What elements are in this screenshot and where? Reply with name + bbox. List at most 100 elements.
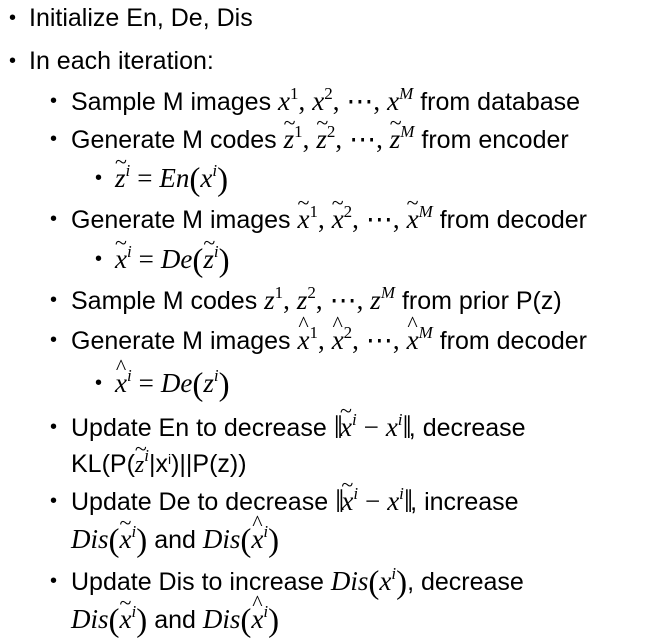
text: , decrease: [407, 568, 524, 596]
math-symbol: 2: [324, 84, 333, 103]
math-symbol: 1: [309, 202, 318, 221]
math-symbol: ‖: [333, 410, 343, 446]
math-symbol: M: [418, 323, 433, 342]
bullet: •: [50, 416, 58, 438]
math-images-hat: x1, x2, ⋯, xM: [298, 313, 440, 355]
item-update-en: Update En to decrease ‖xi − xi‖, decreas…: [71, 400, 526, 446]
text: from encoder: [421, 126, 569, 154]
bullet: •: [95, 372, 103, 394]
math-symbol: z: [284, 112, 295, 154]
bullet: •: [95, 167, 103, 189]
math-symbol: ,: [392, 204, 400, 234]
math-symbol: ): [268, 523, 280, 559]
math-symbol: x: [407, 192, 419, 234]
math-symbol: ⋯: [346, 86, 374, 116]
math-symbol: ,: [352, 204, 359, 234]
math-symbol: ): [217, 162, 229, 198]
math-symbol: x: [298, 313, 310, 355]
bullet: •: [50, 329, 58, 351]
math-symbol: x: [340, 400, 352, 442]
math-symbol: i: [131, 522, 137, 541]
math-symbol: and: [154, 606, 196, 634]
math-symbol: and: [154, 526, 196, 554]
math-symbol: (: [368, 565, 380, 601]
math-symbol: =: [138, 244, 154, 274]
math-symbol: ): [218, 367, 230, 403]
text: Update Dis to increase: [71, 568, 324, 596]
item-update-dis: Update Dis to increase Dis(xi), decrease: [71, 564, 524, 600]
math-symbol: z: [203, 368, 214, 398]
math-symbol: i: [213, 366, 219, 385]
text: from prior P(z): [401, 287, 562, 315]
math-symbol: (: [192, 367, 204, 403]
math-norm-de: ‖xi − xi‖: [335, 474, 413, 519]
math-symbol: ,: [283, 285, 290, 315]
item-sample-codes: Sample M codes z1, z2, ⋯, zM from prior …: [71, 283, 562, 316]
math-symbol: ): [218, 243, 230, 279]
math-symbol: i: [126, 366, 132, 385]
math-symbol: ⋯: [349, 124, 377, 154]
item-generate-images-prior: Generate M images x1, x2, ⋯, xM from dec…: [71, 313, 587, 356]
math-symbol: ,: [298, 86, 306, 116]
item-generate-images: Generate M images x1, x2, ⋯, xM from dec…: [71, 192, 587, 235]
math-symbol: 1: [294, 122, 303, 141]
math-symbol: x: [332, 313, 344, 355]
math-symbol: ⋯: [329, 285, 357, 315]
math-symbol: x: [251, 592, 263, 634]
math-symbol: i: [125, 161, 131, 180]
math-symbol: −: [365, 486, 381, 516]
item-initialize: Initialize En, De, Dis: [29, 4, 253, 32]
math-symbol: 1: [274, 283, 284, 302]
math-symbol: ): [136, 523, 148, 559]
math-symbol: i: [167, 451, 172, 467]
math-symbol: z: [370, 285, 381, 315]
math-symbol: ,: [376, 124, 383, 154]
math-symbol: Dis: [71, 524, 109, 554]
math-symbol: i: [263, 602, 269, 621]
text: Update De to decrease: [71, 488, 329, 516]
math-symbol: M: [380, 283, 395, 302]
math-symbol: 1: [309, 323, 318, 342]
math-symbol: ,: [302, 124, 310, 154]
math-symbol: ,: [335, 124, 343, 154]
math-symbol: x: [332, 192, 344, 234]
math-codes: z1, z2, ⋯, zM: [284, 112, 422, 154]
math-symbol: ⋯: [365, 204, 393, 234]
math-symbol: ,: [315, 285, 323, 315]
bullet: •: [50, 128, 58, 150]
math-symbol: Dis: [330, 566, 369, 596]
math-symbol: 1: [290, 84, 299, 103]
math-symbol: i: [263, 522, 269, 541]
math-symbol: i: [391, 564, 397, 583]
math-sample-images: x1, x2, ⋯, xM: [278, 85, 420, 116]
math-symbol: Dis: [71, 604, 109, 634]
math-symbol: 2: [307, 283, 316, 302]
math-symbol: ‖: [403, 484, 413, 520]
math-symbol: Dis: [202, 524, 241, 554]
math-symbol: (: [189, 162, 201, 198]
item-update-dis-terms: Dis(xi) and Dis(xi): [71, 592, 279, 638]
math-symbol: En: [159, 163, 190, 193]
math-symbol: x: [379, 566, 392, 596]
math-symbol: M: [418, 202, 433, 221]
bullet: •: [50, 208, 58, 230]
math-symbol: (: [108, 603, 120, 639]
math-symbol: z: [203, 232, 214, 274]
text: Sample M codes: [71, 287, 258, 315]
math-symbol: x: [407, 313, 419, 355]
math-symbol: x: [200, 163, 213, 193]
math-symbol: De: [160, 244, 193, 274]
math-symbol: |x: [148, 450, 168, 478]
item-update-de: Update De to decrease ‖xi − xi‖, increas…: [71, 474, 519, 519]
math-symbol: KL(P(: [71, 450, 135, 478]
math-symbol: i: [126, 242, 132, 261]
math-symbol: x: [278, 86, 291, 116]
bullet: •: [50, 90, 58, 112]
math-symbol: ‖: [402, 410, 412, 446]
text: Generate M codes: [71, 126, 277, 154]
bullet: •: [50, 490, 58, 512]
equation-decoder-hat: xi = De(zi): [115, 356, 230, 402]
math-symbol: ‖: [335, 484, 344, 520]
math-symbol: ,: [317, 325, 325, 355]
